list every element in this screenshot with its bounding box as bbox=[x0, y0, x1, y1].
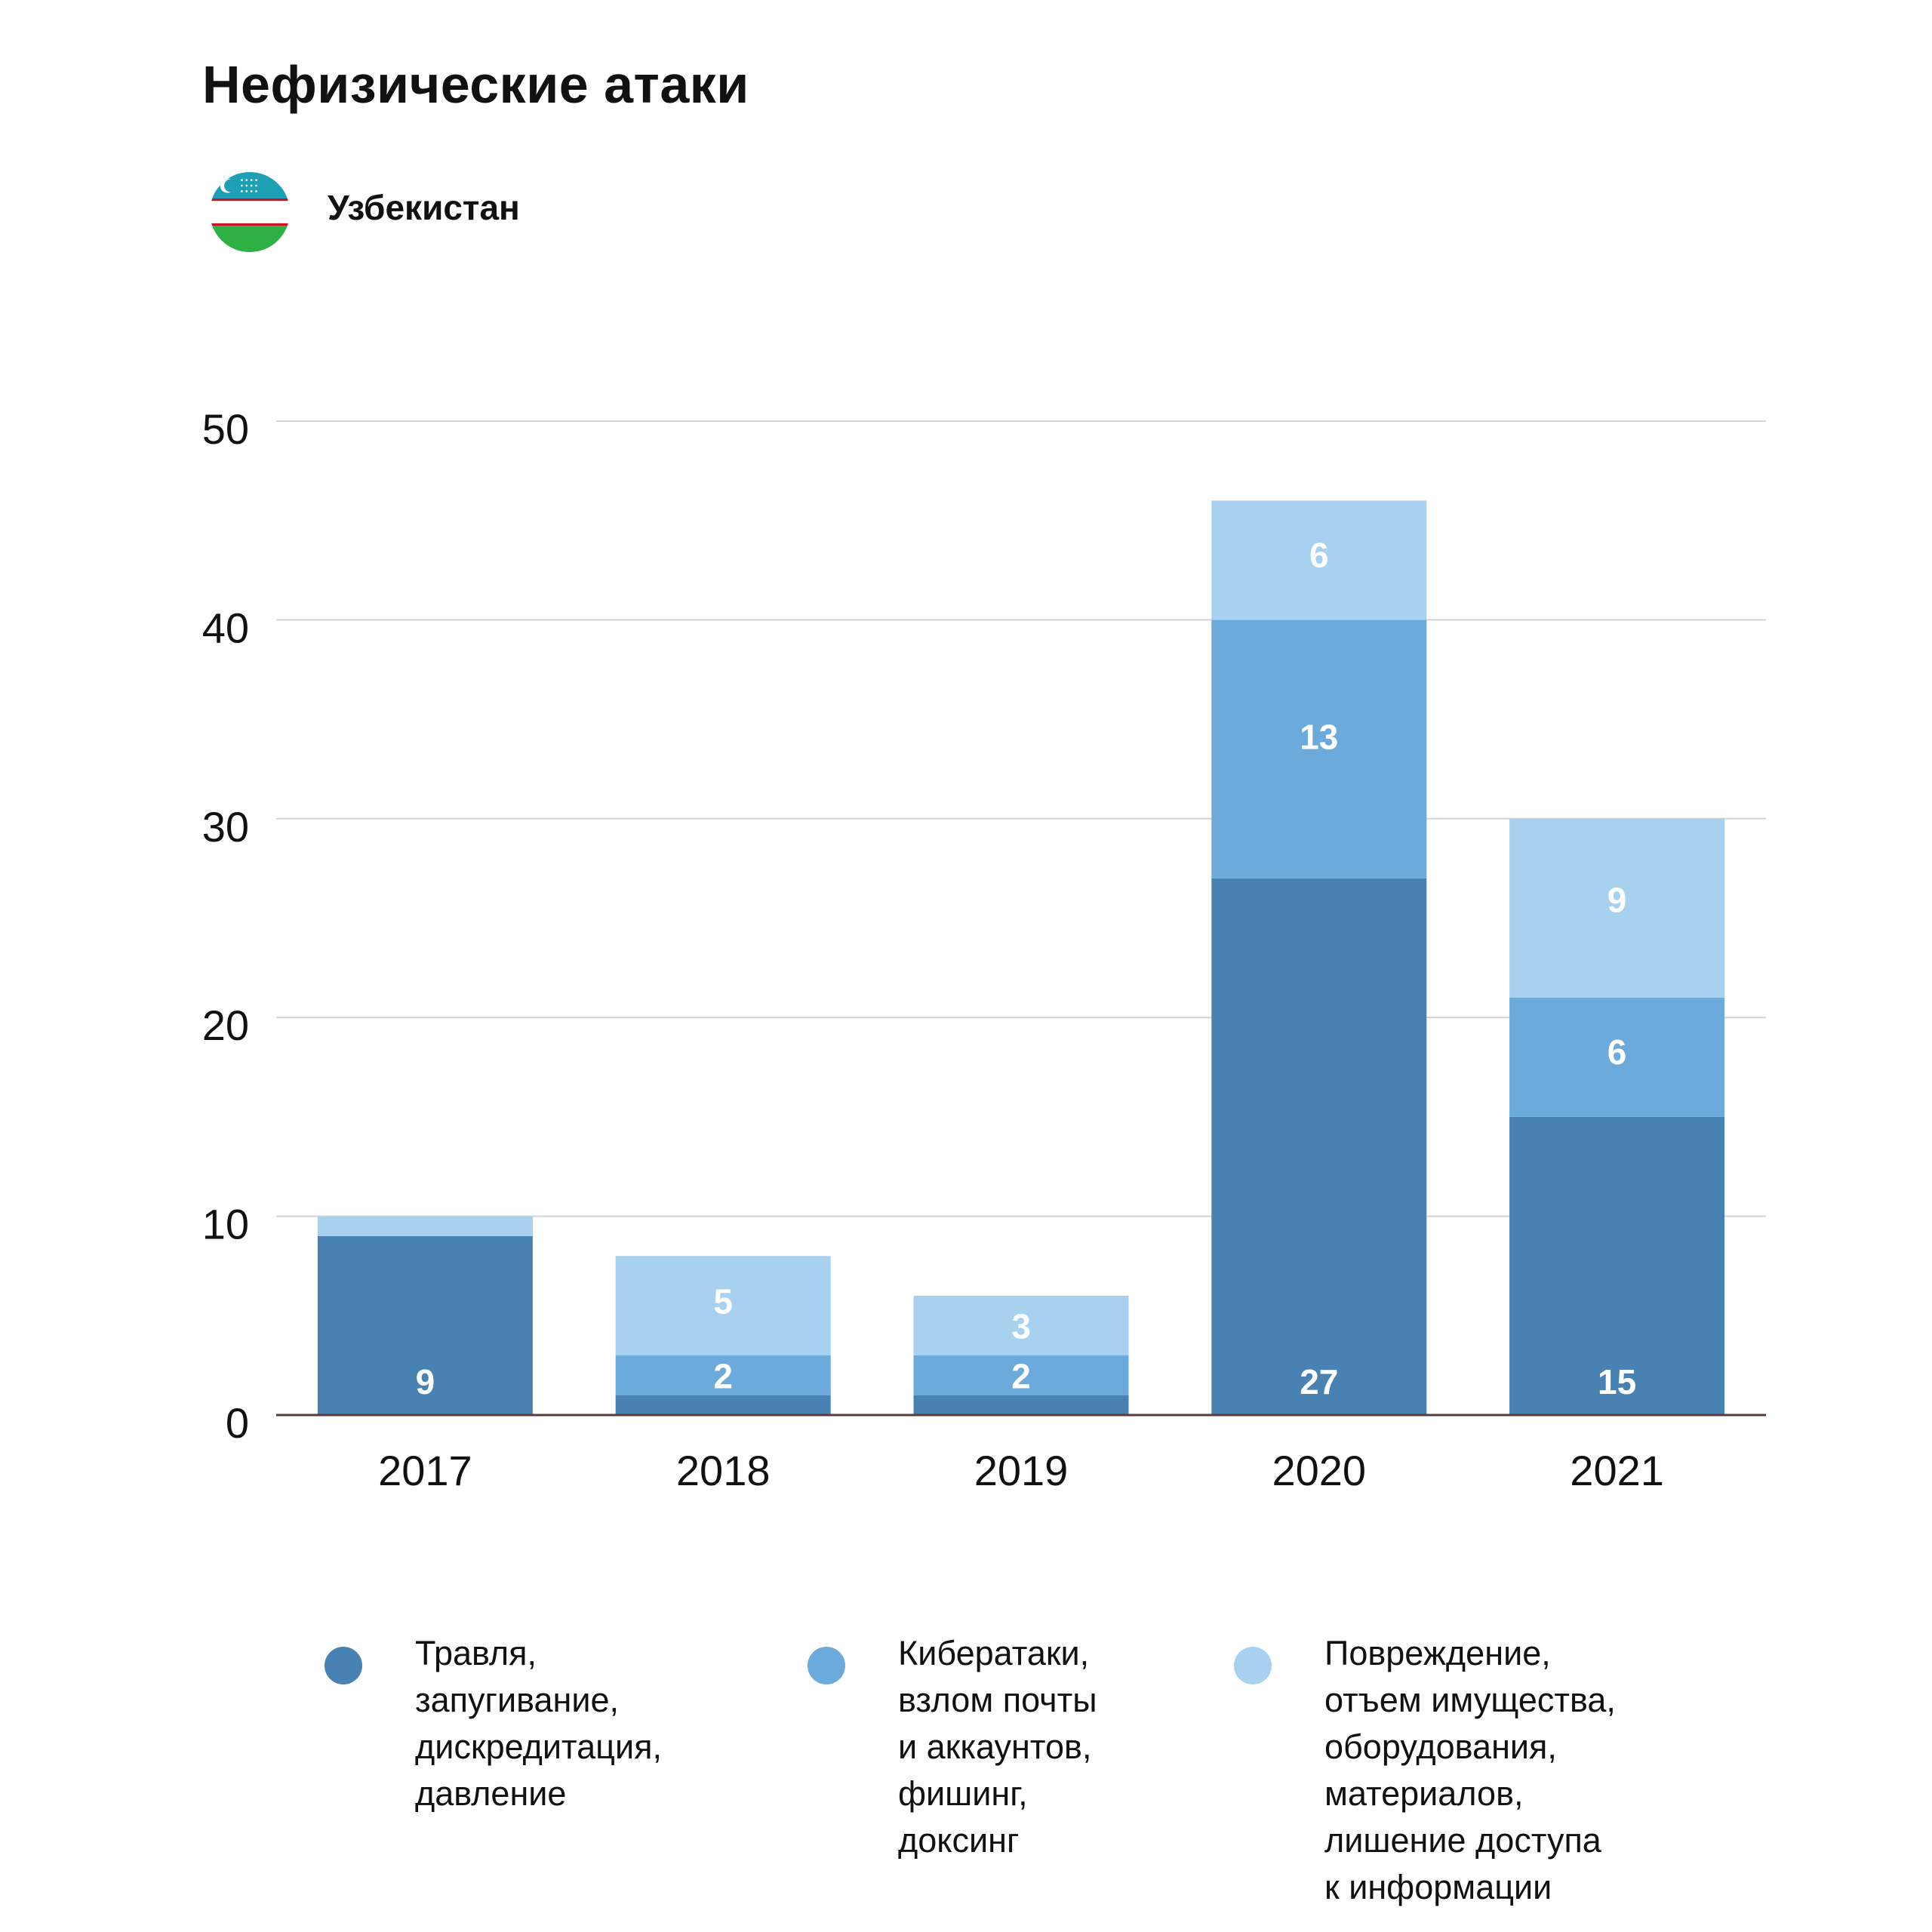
data-label: 15 bbox=[1598, 1362, 1636, 1401]
bar-2020-series-1 bbox=[1211, 878, 1427, 1415]
data-label: 5 bbox=[713, 1282, 733, 1321]
data-label: 6 bbox=[1607, 1032, 1627, 1072]
bar-2017-series-3 bbox=[317, 1216, 533, 1236]
legend-dot-icon bbox=[325, 1647, 362, 1684]
y-tick-label: 50 bbox=[202, 405, 249, 453]
x-tick-label: 2021 bbox=[1570, 1447, 1664, 1494]
data-label: 2 bbox=[1011, 1356, 1031, 1395]
y-tick-label: 20 bbox=[202, 1001, 249, 1049]
bar-2019-series-1 bbox=[913, 1395, 1129, 1415]
bar-2018-series-2 bbox=[615, 1355, 831, 1395]
x-tick-label: 2017 bbox=[378, 1447, 472, 1494]
bar-2018-series-1 bbox=[615, 1395, 831, 1415]
legend-label: Травля, запугивание, дискредитация, давл… bbox=[415, 1634, 662, 1813]
legend-dot-icon bbox=[808, 1647, 845, 1684]
y-tick-label: 10 bbox=[202, 1201, 249, 1248]
bar-2020-series-2 bbox=[1211, 620, 1427, 878]
bar-2017-series-1 bbox=[317, 1235, 533, 1415]
y-tick-label: 40 bbox=[202, 604, 249, 651]
bar-2021-series-1 bbox=[1509, 1116, 1725, 1415]
data-label: 2 bbox=[713, 1356, 733, 1395]
bar-2018-series-3 bbox=[615, 1256, 831, 1355]
y-tick-label: 30 bbox=[202, 803, 249, 851]
data-label: 9 bbox=[1607, 880, 1627, 919]
legend-label: Кибератаки, взлом почты и аккаунтов, фиш… bbox=[898, 1634, 1097, 1860]
data-label: 9 bbox=[416, 1362, 435, 1401]
data-label: 13 bbox=[1300, 717, 1338, 756]
data-label: 3 bbox=[1011, 1306, 1031, 1346]
data-label: 6 bbox=[1309, 535, 1329, 574]
legend-label: Повреждение, отъем имущества, оборудован… bbox=[1324, 1634, 1616, 1906]
bar-2019-series-3 bbox=[913, 1295, 1129, 1355]
data-labels: 9 2 5 2 3 27 13 6 15 6 9 bbox=[416, 535, 1637, 1401]
x-tick-label: 2019 bbox=[974, 1447, 1069, 1494]
bars bbox=[317, 500, 1725, 1415]
x-tick-label: 2020 bbox=[1272, 1447, 1367, 1494]
x-tick-label: 2018 bbox=[676, 1447, 771, 1494]
legend-dot-icon bbox=[1234, 1647, 1272, 1684]
uzbekistan-flag-icon bbox=[210, 172, 290, 252]
data-label: 27 bbox=[1300, 1362, 1338, 1401]
country-label: Узбекистан bbox=[328, 188, 520, 227]
bar-2021-series-2 bbox=[1509, 997, 1725, 1117]
chart-title: Нефизические атаки bbox=[202, 55, 749, 114]
bar-2019-series-2 bbox=[913, 1355, 1129, 1395]
y-axis-ticks: 0 10 20 30 40 50 bbox=[202, 405, 249, 1447]
x-axis-ticks: 2017 2018 2019 2020 2021 bbox=[378, 1447, 1664, 1494]
y-tick-label: 0 bbox=[226, 1399, 249, 1447]
bar-2021-series-3 bbox=[1509, 818, 1725, 998]
bar-2020-series-3 bbox=[1211, 500, 1427, 620]
